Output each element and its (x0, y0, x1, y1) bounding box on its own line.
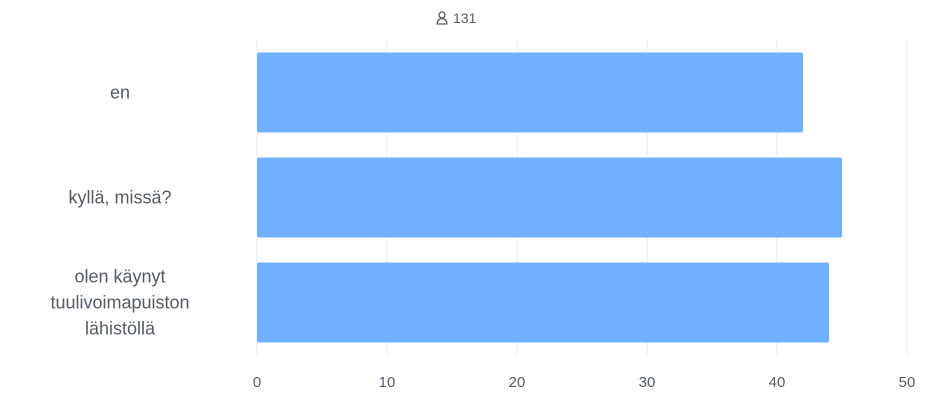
x-tick-label: 30 (639, 374, 656, 391)
x-tick-label: 10 (379, 374, 396, 391)
category-label-line: tuulivoimapuiston (50, 293, 189, 313)
category-label: olen käynyt tuulivoimapuiston lähistöllä (50, 267, 189, 339)
x-tick-label: 50 (899, 374, 916, 391)
respondent-count-value: 131 (453, 10, 477, 26)
category-label: en (110, 83, 130, 103)
category-label-line: kyllä, missä? (68, 188, 171, 208)
category-label-line: en (110, 83, 130, 103)
x-tick-label: 20 (509, 374, 526, 391)
x-tick-label: 40 (769, 374, 786, 391)
category-label-line: lähistöllä (85, 319, 156, 339)
x-tick-label: 0 (253, 374, 261, 391)
respondent-count: 131 (436, 8, 476, 28)
bar[interactable] (257, 52, 803, 133)
category-label-line: olen käynyt (74, 267, 165, 287)
person-icon (436, 11, 448, 25)
category-label: kyllä, missä? (68, 188, 171, 208)
bar[interactable] (257, 262, 829, 343)
bar[interactable] (257, 157, 842, 238)
